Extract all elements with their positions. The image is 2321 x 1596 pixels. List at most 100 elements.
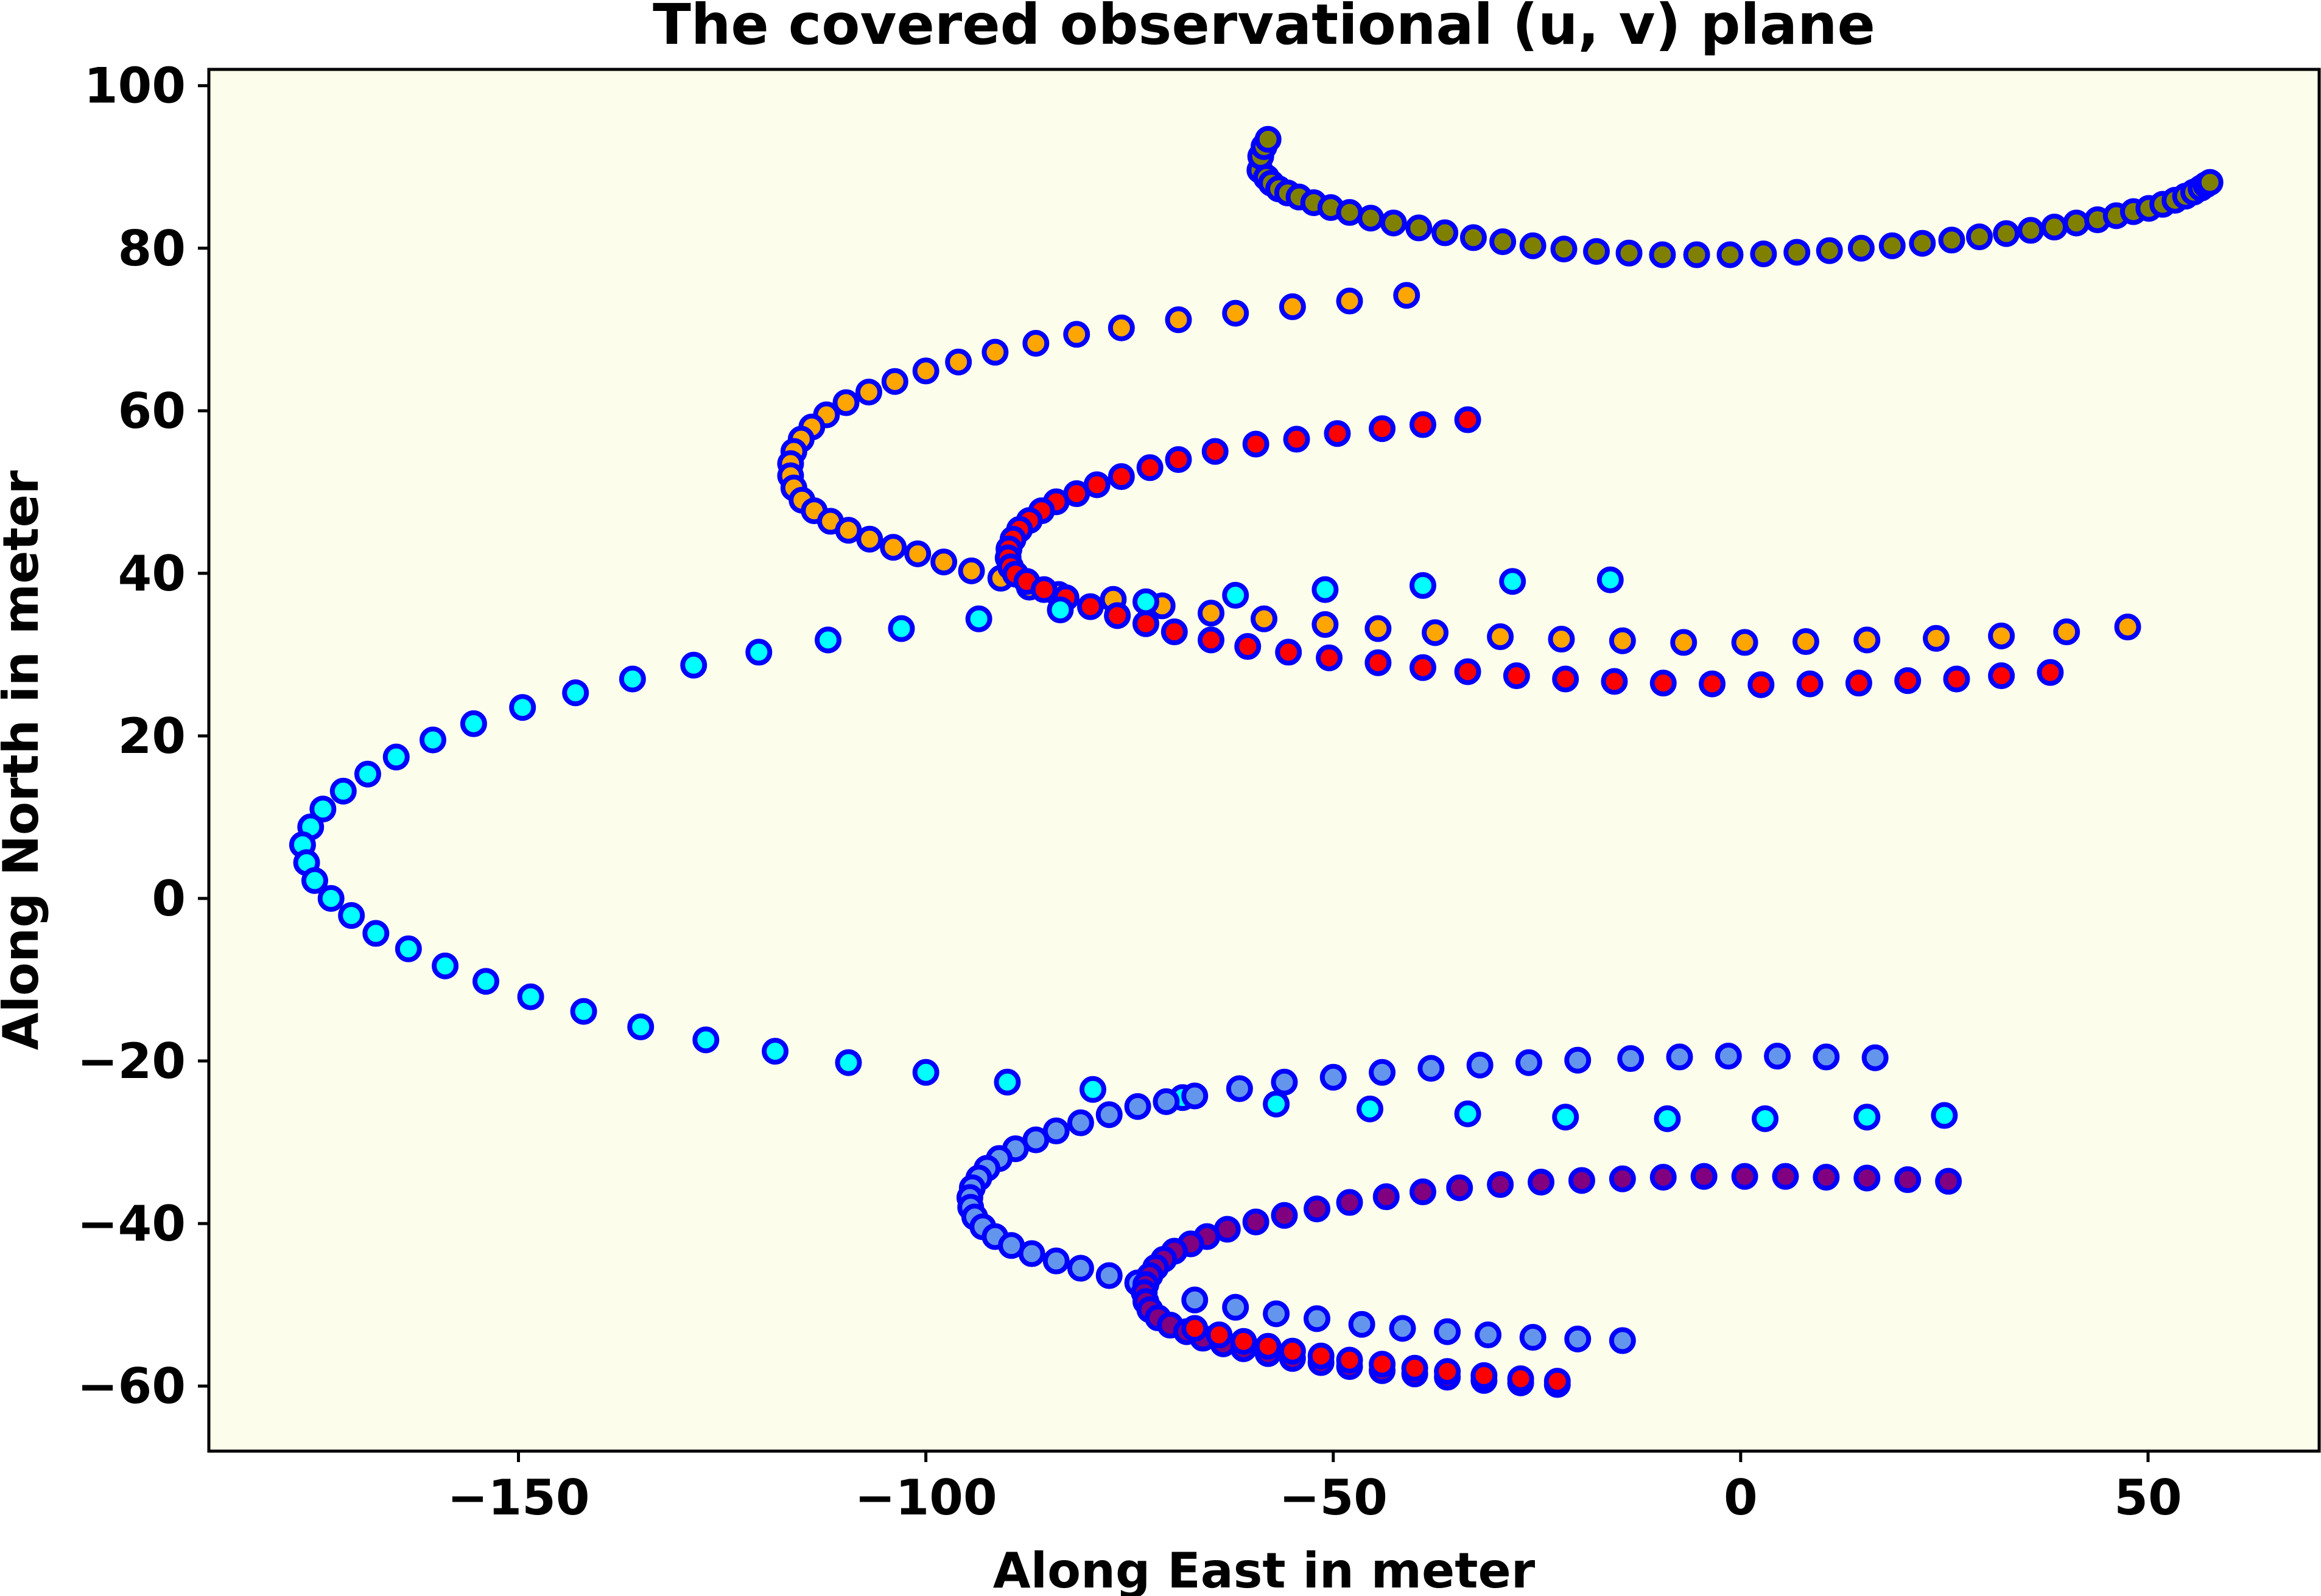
data-point xyxy=(1079,1076,1106,1103)
data-point xyxy=(1230,1328,1257,1355)
data-point xyxy=(1409,572,1436,599)
data-point xyxy=(1409,411,1436,438)
y-axis-label: Along North in meter xyxy=(0,470,49,1050)
data-point xyxy=(1548,626,1575,653)
data-point xyxy=(930,548,958,576)
series-1 xyxy=(777,282,2141,656)
data-point xyxy=(1459,224,1487,251)
data-point xyxy=(1108,463,1135,490)
data-point xyxy=(835,1049,862,1076)
data-point xyxy=(2196,169,2224,196)
data-point xyxy=(762,1038,789,1065)
data-point xyxy=(1063,321,1090,348)
data-point xyxy=(1466,1051,1494,1079)
data-point xyxy=(1564,1325,1592,1353)
data-point xyxy=(1254,125,1282,153)
data-point xyxy=(1431,219,1459,247)
data-point xyxy=(1813,1164,1840,1191)
data-point xyxy=(1454,658,1481,685)
y-tick-label: −40 xyxy=(77,1195,186,1252)
data-point xyxy=(1153,1088,1180,1115)
data-point xyxy=(1750,240,1777,268)
data-point xyxy=(570,998,597,1025)
data-point xyxy=(1988,662,2015,690)
data-point xyxy=(1699,670,1726,698)
data-point xyxy=(1446,1174,1473,1202)
data-point xyxy=(1254,1332,1282,1360)
data-point xyxy=(1568,1167,1595,1194)
data-point xyxy=(1649,241,1676,268)
data-point xyxy=(517,983,544,1010)
data-point xyxy=(958,557,985,584)
data-point xyxy=(1206,1321,1233,1349)
data-point xyxy=(965,605,992,632)
data-point xyxy=(1047,596,1074,623)
data-point xyxy=(2041,214,2068,241)
data-point xyxy=(1283,425,1310,453)
data-point xyxy=(1894,1166,1922,1194)
data-point xyxy=(1271,1068,1298,1096)
data-point xyxy=(1752,1105,1779,1132)
data-point xyxy=(1923,625,1950,652)
x-axis-label: Along East in meter xyxy=(993,1542,1536,1596)
data-point xyxy=(1487,623,1514,651)
data-point xyxy=(1222,299,1249,327)
data-point xyxy=(329,777,357,805)
plot-area xyxy=(209,69,2319,1451)
data-point xyxy=(627,1013,655,1040)
data-point xyxy=(1336,199,1363,226)
data-point xyxy=(1242,1208,1269,1236)
data-point xyxy=(1582,238,1610,265)
data-point xyxy=(1475,1321,1502,1349)
data-point xyxy=(1409,1178,1436,1206)
data-point xyxy=(1609,1327,1636,1354)
data-point xyxy=(1792,628,1819,656)
data-point xyxy=(1018,1240,1045,1267)
data-point xyxy=(1242,430,1269,458)
data-point xyxy=(981,338,1009,366)
data-point xyxy=(1853,1164,1881,1192)
data-point xyxy=(1226,1075,1253,1102)
data-point xyxy=(432,952,459,979)
data-point xyxy=(1222,1293,1249,1321)
data-point xyxy=(1507,1365,1534,1393)
data-point xyxy=(1263,1090,1290,1118)
data-point xyxy=(1690,1163,1718,1190)
data-point xyxy=(1943,665,1970,693)
data-point xyxy=(1136,454,1164,481)
data-point xyxy=(1095,1262,1123,1289)
data-point xyxy=(1931,1102,1958,1129)
data-point xyxy=(2017,217,2045,244)
data-point xyxy=(1499,568,1526,595)
data-point xyxy=(1316,644,1343,671)
series-6 xyxy=(1181,1315,1571,1395)
data-point xyxy=(1543,1368,1571,1395)
data-point xyxy=(1938,226,1965,254)
data-point xyxy=(1067,1255,1094,1282)
data-point xyxy=(1796,670,1824,698)
data-point xyxy=(1847,234,1875,262)
data-point xyxy=(1596,566,1624,593)
data-point xyxy=(1198,600,1225,627)
data-point xyxy=(1716,241,1744,268)
data-point xyxy=(1715,1043,1742,1070)
data-point xyxy=(856,525,883,553)
data-point xyxy=(1251,605,1277,632)
data-point xyxy=(317,885,345,912)
data-point xyxy=(1609,1165,1636,1192)
data-point xyxy=(309,796,337,823)
data-point xyxy=(1935,1167,1962,1195)
y-tick-label: 40 xyxy=(118,545,186,602)
data-point xyxy=(745,639,773,666)
data-point xyxy=(1369,1059,1396,1086)
data-point xyxy=(815,626,842,654)
data-point xyxy=(338,902,365,929)
data-point xyxy=(1108,314,1135,341)
x-tick-label: −50 xyxy=(1279,1469,1388,1526)
data-point xyxy=(1454,406,1481,433)
y-tick-label: −60 xyxy=(77,1358,186,1415)
data-point xyxy=(1487,1171,1514,1199)
series-4 xyxy=(956,1043,1889,1354)
series-2 xyxy=(994,406,2064,698)
